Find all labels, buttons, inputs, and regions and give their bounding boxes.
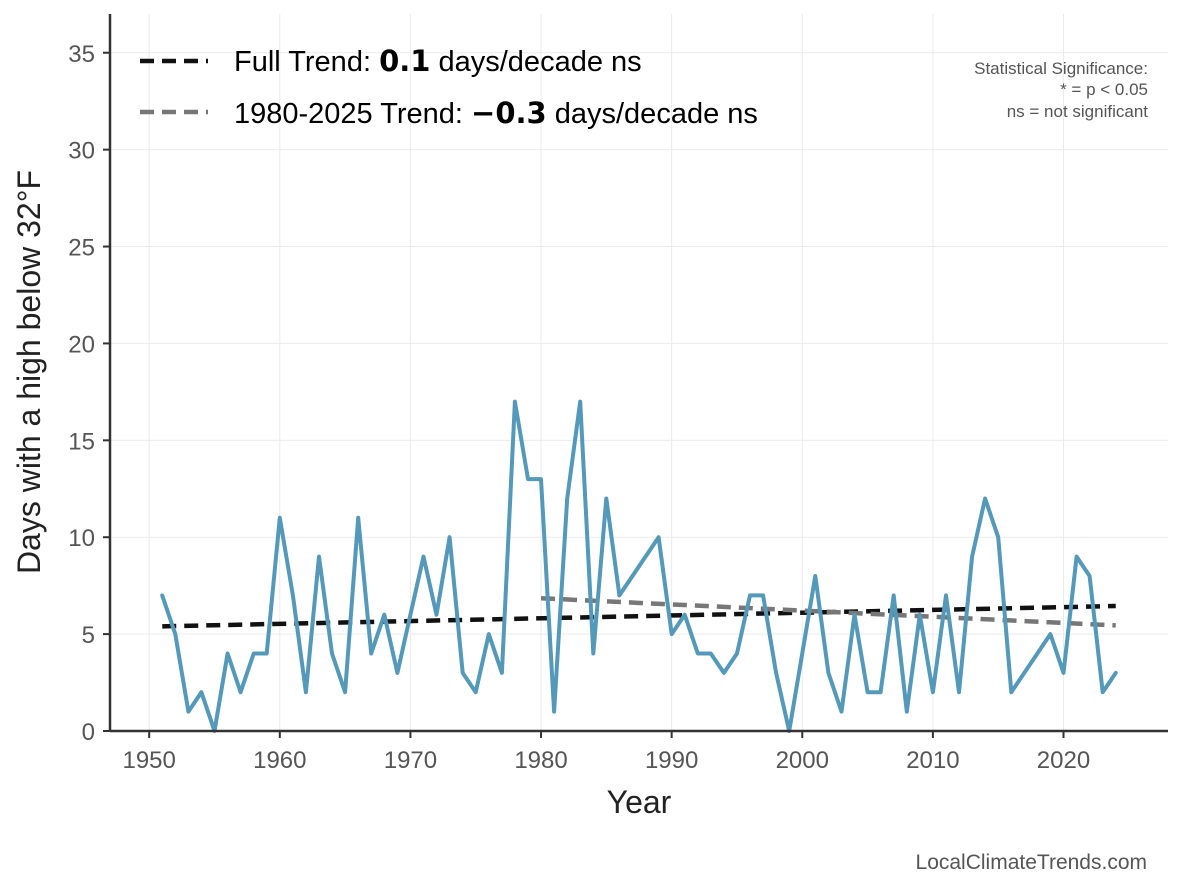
x-tick-label-1950: 1950 — [122, 747, 175, 774]
legend-full-trend-prefix: Full Trend: — [234, 46, 379, 78]
legend-full-trend-value: 0.1 — [379, 44, 430, 78]
significance-line-2: ns = not significant — [1007, 102, 1149, 121]
x-ticks: 1950 1960 1970 1980 1990 2000 2010 2020 — [122, 731, 1090, 774]
trend-line-0 — [162, 603, 1116, 629]
x-tick-label-1960: 1960 — [253, 747, 306, 774]
legend-entry-1980-trend: 1980-2025 Trend: −0.3 days/decade ns — [140, 96, 758, 130]
x-tick-label-1990: 1990 — [645, 747, 698, 774]
x-axis-title: Year — [607, 784, 672, 820]
legend: Full Trend: 0.1 days/decade ns 1980-2025… — [140, 44, 758, 130]
significance-line-1: * = p < 0.05 — [1060, 80, 1148, 99]
x-tick-label-2020: 2020 — [1037, 747, 1090, 774]
y-tick-label-15: 15 — [68, 428, 95, 455]
trend-lines — [162, 596, 1116, 629]
legend-1980-trend-prefix: 1980-2025 Trend: — [234, 98, 471, 130]
x-tick-label-1970: 1970 — [384, 747, 437, 774]
legend-label-1980-trend: 1980-2025 Trend: −0.3 days/decade ns — [234, 96, 758, 130]
significance-title: Statistical Significance: — [974, 59, 1148, 78]
legend-1980-trend-suffix: days/decade ns — [547, 98, 758, 130]
legend-full-trend-suffix: days/decade ns — [430, 46, 641, 78]
y-tick-label-5: 5 — [82, 622, 95, 649]
y-tick-label-10: 10 — [68, 525, 95, 552]
y-tick-label-0: 0 — [82, 719, 95, 746]
source-credit: LocalClimateTrends.com — [916, 851, 1147, 874]
y-ticks: 0 5 10 15 20 25 30 35 — [68, 41, 110, 746]
legend-entry-full-trend: Full Trend: 0.1 days/decade ns — [140, 44, 642, 78]
y-tick-label-30: 30 — [68, 138, 95, 165]
series-line-0 — [160, 399, 1118, 733]
legend-1980-trend-value: −0.3 — [471, 96, 547, 130]
y-tick-label-20: 20 — [68, 331, 95, 358]
y-axis-title: Days with a high below 32°F — [11, 170, 47, 574]
y-tick-label-25: 25 — [68, 235, 95, 262]
legend-label-full-trend: Full Trend: 0.1 days/decade ns — [234, 44, 642, 78]
x-tick-label-2010: 2010 — [906, 747, 959, 774]
y-tick-label-35: 35 — [68, 41, 95, 68]
x-tick-label-2000: 2000 — [776, 747, 829, 774]
x-tick-label-1980: 1980 — [514, 747, 567, 774]
significance-note: Statistical Significance: * = p < 0.05 n… — [974, 59, 1148, 121]
trend-line-1 — [540, 596, 1116, 628]
series-lines — [160, 399, 1118, 733]
